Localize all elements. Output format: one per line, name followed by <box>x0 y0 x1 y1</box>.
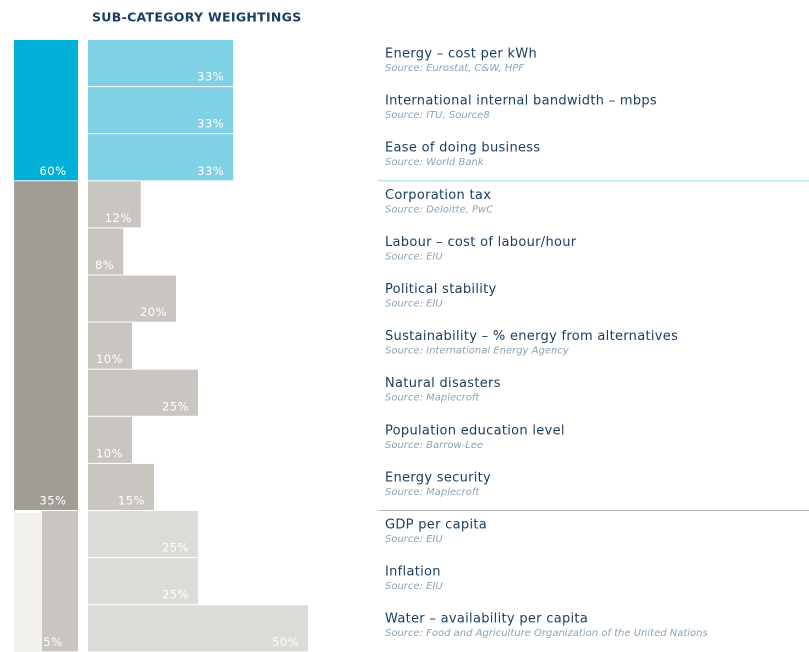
item-name: Political stability <box>385 282 497 297</box>
item-name: Energy security <box>385 470 491 485</box>
bar <box>88 181 141 228</box>
value-label: 33% <box>197 117 224 131</box>
bar <box>88 322 132 369</box>
item-source: Source: Maplecroft <box>385 393 480 404</box>
bar <box>88 511 198 558</box>
item-source: Source: EIU <box>385 581 443 592</box>
group-label: 35% <box>39 494 66 508</box>
bar <box>88 275 176 322</box>
item-name: Energy – cost per kWh <box>385 47 537 62</box>
group-bar <box>42 511 78 652</box>
item-source: Source: Food and Agriculture Organizatio… <box>385 628 708 639</box>
bar <box>88 369 198 416</box>
item-name: Natural disasters <box>385 376 501 391</box>
item-source: Source: Eurostat, C&W, HPF <box>385 63 524 74</box>
value-label: 20% <box>140 305 167 319</box>
bar <box>88 87 234 134</box>
bar <box>88 558 198 605</box>
group-bar <box>14 40 78 181</box>
strip <box>14 513 42 652</box>
item-source: Source: ITU, Source8 <box>385 110 490 121</box>
bar <box>88 463 154 510</box>
group-label: 5% <box>43 635 62 649</box>
value-label: 25% <box>162 541 189 555</box>
value-label: 50% <box>272 635 299 649</box>
item-name: Corporation tax <box>385 188 491 203</box>
chart-title: SUB-CATEGORY WEIGHTINGS <box>92 10 302 25</box>
item-name: GDP per capita <box>385 518 487 533</box>
value-label: 25% <box>162 588 189 602</box>
item-name: Ease of doing business <box>385 141 540 156</box>
item-name: Labour – cost of labour/hour <box>385 235 577 250</box>
value-label: 12% <box>105 211 132 225</box>
value-label: 33% <box>197 70 224 84</box>
group-bar <box>14 181 78 511</box>
item-source: Source: EIU <box>385 534 443 545</box>
item-name: Sustainability – % energy from alternati… <box>385 329 678 344</box>
bar <box>88 605 308 652</box>
value-label: 33% <box>197 164 224 178</box>
value-label: 8% <box>95 258 114 272</box>
bar <box>88 40 234 87</box>
bar <box>88 228 124 275</box>
group-label: 60% <box>39 164 66 178</box>
bar <box>88 416 132 463</box>
item-source: Source: World Bank <box>385 157 485 168</box>
bar <box>88 134 234 181</box>
item-source: Source: Barrow-Lee <box>385 440 483 451</box>
item-source: Source: EIU <box>385 299 443 310</box>
item-source: Source: International Energy Agency <box>385 346 570 357</box>
value-label: 15% <box>118 494 145 508</box>
item-source: Source: Maplecroft <box>385 487 480 498</box>
item-name: Water – availability per capita <box>385 612 588 627</box>
item-name: Inflation <box>385 565 441 580</box>
item-source: Source: Deloitte, PwC <box>385 204 493 215</box>
value-label: 10% <box>96 352 123 366</box>
item-name: International internal bandwidth – mbps <box>385 94 657 109</box>
item-name: Population education level <box>385 423 565 438</box>
value-label: 25% <box>162 399 189 413</box>
value-label: 10% <box>96 446 123 460</box>
item-source: Source: EIU <box>385 251 443 262</box>
